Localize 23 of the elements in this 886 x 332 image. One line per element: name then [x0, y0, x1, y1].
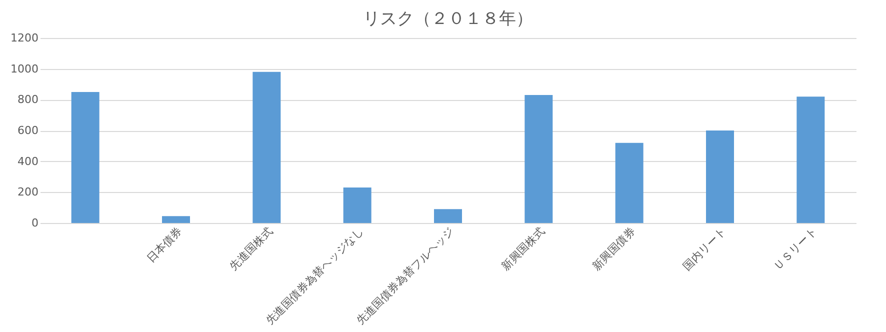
x-tick-label: ＵＳリート: [771, 224, 820, 273]
bar: [524, 95, 553, 223]
bar: [71, 92, 100, 223]
x-tick-label: 国内リート: [680, 224, 728, 273]
x-tick-label: 日本債券: [144, 224, 184, 266]
bar: [796, 96, 825, 223]
chart-title: リスク（２０１８年）: [363, 9, 533, 29]
bar: [252, 72, 281, 223]
x-tick-label: 先進国株式: [227, 224, 276, 273]
bar: [343, 188, 372, 223]
bar: [434, 209, 462, 223]
bar: [162, 216, 190, 223]
x-tick-label: 新興国債券: [590, 224, 638, 273]
y-tick-label: 400: [18, 154, 38, 168]
bar: [615, 142, 644, 223]
bar: [706, 130, 734, 223]
y-tick-label: 0: [32, 216, 38, 230]
y-tick-label: 1200: [10, 32, 38, 44]
y-tick-label: 1000: [10, 62, 38, 76]
y-tick-label: 600: [18, 124, 38, 137]
y-tick-label: 800: [18, 93, 38, 106]
x-tick-label: 新興国株式: [499, 224, 548, 273]
y-tick-label: 200: [18, 186, 38, 199]
